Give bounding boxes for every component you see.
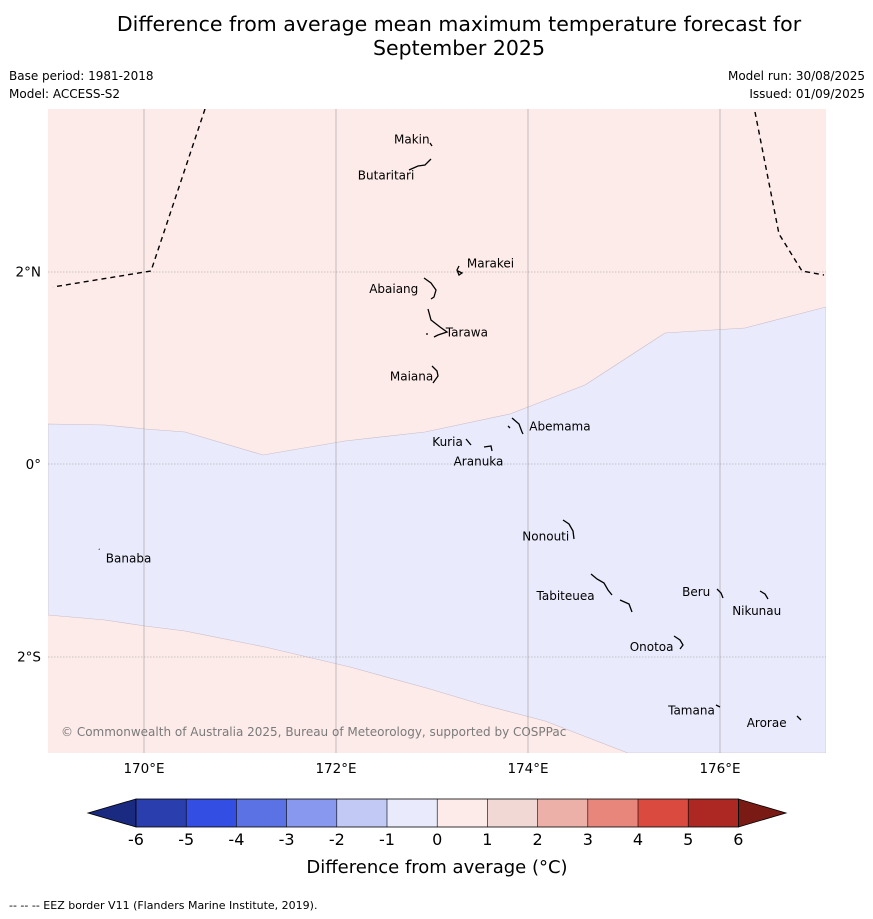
colorbar-bin--5-to--4 [186,799,237,827]
meta-left: Base period: 1981-2018 Model: ACCESS-S2 [9,67,154,103]
colorbar-bin--1-to-0 [387,799,438,827]
place-label-kuria: Kuria [432,435,463,449]
place-labels: Makin Butaritari Marakei Abaiang Tarawa Maian… [106,133,787,730]
map-title-line-1: Difference from average mean maximum tem… [116,12,802,36]
colorbar-tick-label: 5 [683,830,693,849]
lon-tick-174-e: 174°E [507,761,548,777]
place-label-arorae: Arorae [747,716,787,730]
colorbar-bin-5-to-6 [688,799,739,827]
coastlines [98,142,802,721]
colorbar [86,798,788,828]
model-run-date: Model run: 30/08/2025 [727,69,865,83]
eez-border-west [52,109,206,288]
place-label-onotoa: Onotoa [630,640,674,654]
island-makin [429,142,433,147]
place-label-maiana: Maiana [390,370,433,384]
colorbar-extend-low [86,798,137,828]
island-marakei [456,265,464,276]
island-kuria [465,438,472,446]
colorbar-label: Difference from average (°C) [306,857,567,878]
colorbar-bin-0-to-1 [437,799,488,827]
colorbar-bin-3-to-4 [587,799,638,827]
colorbar-tick-label: 4 [633,830,643,849]
colorbar-extend-high [738,798,788,828]
colorbar-tick-label: 3 [583,830,593,849]
island-arorae [796,715,802,721]
island-tamana [715,704,721,708]
place-label-marakei: Marakei [467,257,514,271]
eez-border-east [754,111,825,276]
lat-tick-2-s: 2°S [17,650,41,666]
colorbar-tick-labels: -6 -5 -4 -3 -2 -1 0 1 2 3 4 5 6 [128,830,743,849]
island-nonouti [562,519,575,540]
colorbar-bin-4-to-5 [638,799,689,827]
island-maiana [431,365,439,384]
lat-tick-2-n: 2°N [16,265,41,281]
island-tarawa [426,308,449,338]
colorbar-tick-label: -6 [128,830,144,849]
colorbar-tick-label: 1 [482,830,492,849]
place-label-beru: Beru [682,585,710,599]
island-banaba [98,548,100,550]
island-tabiteuea [590,573,633,613]
place-label-banaba: Banaba [106,552,152,566]
place-label-aranuka: Aranuka [454,455,504,469]
place-label-abemama: Abemama [529,420,590,434]
colorbar-tick-label: -4 [228,830,244,849]
island-abaiang [423,277,437,300]
lon-tick-170-e: 170°E [123,761,164,777]
place-label-nikunau: Nikunau [732,604,781,618]
lat-tick-0: 0° [26,457,41,473]
place-label-butaritari: Butaritari [358,169,415,183]
graticule [48,109,826,753]
island-onotoa [673,635,684,650]
copyright-notice: © Commonwealth of Australia 2025, Bureau… [61,725,566,739]
colorbar-tick-label: -3 [279,830,295,849]
meta-right: Model run: 30/08/2025 Issued: 01/09/2025 [728,67,865,103]
base-period: Base period: 1981-2018 [9,69,154,83]
model-name: Model: ACCESS-S2 [9,87,121,101]
island-beru [716,588,724,599]
colorbar-tick-label: 6 [733,830,743,849]
colorbar-tick-label: -1 [379,830,395,849]
island-nikunau [759,590,769,600]
place-label-tarawa: Tarawa [445,325,488,339]
colorbar-bin--3-to--2 [286,799,337,827]
place-label-makin: Makin [394,133,430,147]
map-title-line-2: September 2025 [373,36,545,60]
lon-tick-172-e: 172°E [315,761,356,777]
colorbar-tick-label: 0 [432,830,442,849]
colorbar-bin--2-to--1 [336,799,387,827]
cool-anomaly-region [48,306,826,753]
colorbar-bin-1-to-2 [487,799,538,827]
island-butaritari [408,158,432,171]
island-abemama [507,417,524,435]
colorbar-tick-label: -2 [329,830,345,849]
eez-footnote: -- -- -- EEZ border V11 (Flanders Marine… [9,899,318,912]
lon-tick-176-e: 176°E [699,761,740,777]
place-label-nonouti: Nonouti [522,530,569,544]
colorbar-bin--6-to--5 [136,799,187,827]
colorbar-bin-2-to-3 [537,799,588,827]
colorbar-bin--4-to--3 [236,799,287,827]
colorbar-tick-label: 2 [533,830,543,849]
colorbar-tick-label: -5 [178,830,194,849]
eez-borders [52,109,825,288]
map-frame: Makin Butaritari Marakei Abaiang Tarawa Maian… [48,109,826,753]
island-aranuka [483,445,493,452]
issued-date: Issued: 01/09/2025 [749,87,865,101]
place-label-tabiteuea: Tabiteuea [536,589,595,603]
place-label-tamana: Tamana [667,704,715,718]
axis-tick-labels: 170°E 172°E 174°E 176°E 2°N 0° 2°S [16,265,741,778]
map-title: Difference from average mean maximum tem… [0,12,873,60]
place-label-abaiang: Abaiang [369,282,418,296]
